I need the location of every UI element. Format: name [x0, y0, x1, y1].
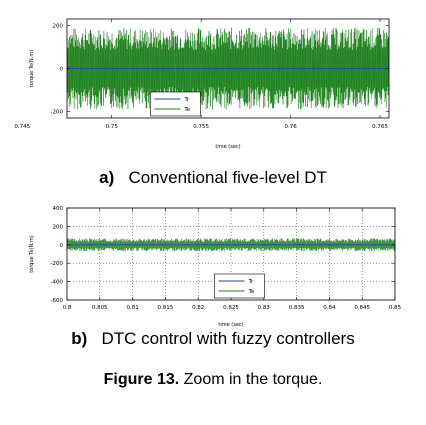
x-tick-label: 0.81 [126, 305, 138, 311]
x-tick-label: 0.755 [193, 124, 209, 130]
x-tick-label: 0.805 [92, 305, 108, 311]
caption-b: b) DTC control with fuzzy controllers [0, 329, 426, 349]
x-tick-label: 0.84 [323, 305, 336, 311]
x-tick-label: 0.83 [258, 305, 271, 311]
x-tick-label: 0.82 [192, 305, 204, 311]
legend-box [150, 91, 201, 117]
legend: Tr Te [214, 273, 265, 299]
legend-label-tr: Tr [247, 279, 254, 285]
x-tick-label: 0.765 [372, 124, 388, 130]
chart-a: 0.745 0.75 0.755 0.76 0.765 -200 0 200 time (sec… [14, 18, 390, 150]
x-tick-label: 0.745 [14, 124, 30, 130]
y-tick-label: -200 [51, 261, 64, 267]
x-tick-label: 0.815 [158, 305, 174, 311]
x-tick-label: 0.8 [63, 305, 72, 311]
figure-label: Figure 13. [103, 371, 180, 388]
x-tick-label: 0.75 [106, 124, 119, 130]
y-tick-label: -600 [51, 298, 64, 304]
caption-b-text: DTC control with fuzzy controllers [101, 329, 355, 348]
x-tick-label: 0.825 [223, 305, 239, 311]
caption-b-letter: b) [71, 329, 88, 348]
caption-a: a) Conventional five-level DT [0, 168, 426, 188]
caption-a-letter: a) [99, 168, 115, 187]
x-tick-label: 0.76 [284, 124, 297, 130]
legend-box [214, 273, 265, 299]
y-tick-label: -200 [51, 110, 64, 116]
y-tick-label: 200 [53, 224, 64, 230]
y-axis-label: torque Te(N.m) [29, 235, 35, 272]
caption-a-text: Conventional five-level DT [128, 168, 327, 187]
legend-label-te: Te [183, 107, 190, 113]
y-tick-label: 0 [60, 67, 64, 73]
x-axis-label: time (sec) [215, 144, 240, 150]
series-te-line [67, 27, 389, 110]
x-tick-label: 0.835 [289, 305, 305, 311]
legend: Tr Te [150, 91, 201, 117]
legend-label-tr: Tr [183, 97, 190, 103]
y-tick-label: 200 [53, 23, 64, 29]
figure-caption: Figure 13. Zoom in the torque. [0, 371, 426, 389]
figure-caption-text: Zoom in the torque. [183, 371, 323, 388]
x-axis-label: time (sec) [218, 322, 243, 328]
y-tick-label: -400 [51, 280, 64, 286]
chart-b: 0.8 0.805 0.81 0.815 0.82 0.825 0.83 0.835 0.84 0… [29, 206, 402, 328]
legend-label-te: Te [247, 289, 254, 295]
y-tick-label: 400 [53, 206, 64, 212]
x-tick-label: 0.845 [354, 305, 370, 311]
y-tick-label: 0 [60, 243, 64, 249]
x-tick-label: 0.85 [389, 305, 402, 311]
y-axis-label: torque Te(N.m) [29, 50, 35, 87]
